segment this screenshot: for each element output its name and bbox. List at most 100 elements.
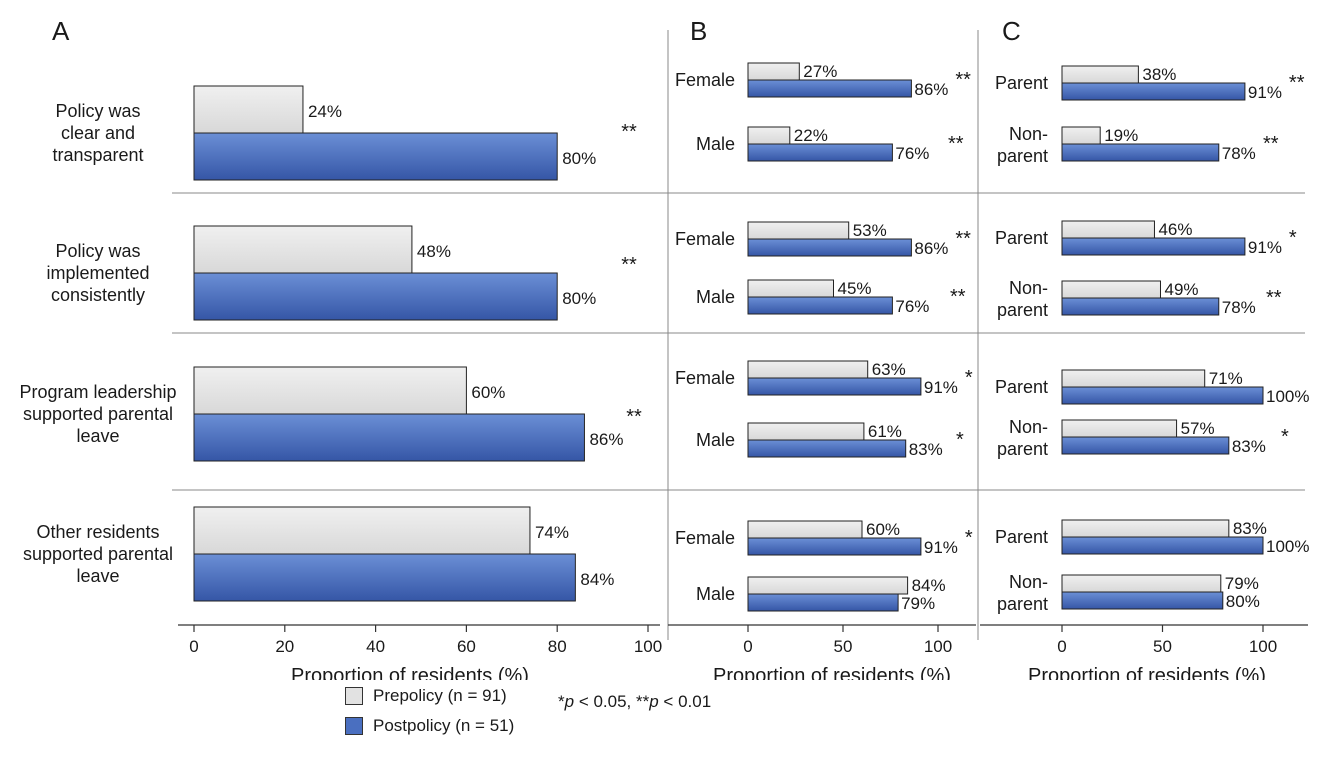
bar-a-postpolicy xyxy=(193,132,558,181)
category-label-b: Male xyxy=(696,584,735,604)
bar-b-postpolicy xyxy=(747,537,922,556)
bar-c-prepolicy xyxy=(1061,280,1161,299)
sig-two-star-rest: < 0.01 xyxy=(658,692,712,711)
category-label-a: implemented xyxy=(46,263,149,283)
category-label-a: leave xyxy=(76,426,119,446)
category-label-a: Program leadership xyxy=(19,382,176,402)
x-tick-label-b: 100 xyxy=(924,637,952,656)
category-label-a: supported parental xyxy=(23,544,173,564)
significance-marker-a: ** xyxy=(621,121,637,143)
bar-b-postpolicy xyxy=(747,593,899,612)
significance-marker-b: ** xyxy=(948,133,964,155)
x-tick-label-a: 80 xyxy=(548,637,567,656)
data-label-a-prepolicy: 48% xyxy=(417,242,451,261)
legend-label-prepolicy: Prepolicy (n = 91) xyxy=(373,686,507,705)
category-label-a: supported parental xyxy=(23,404,173,424)
legend-swatch-postpolicy xyxy=(345,717,363,735)
category-label-b: Male xyxy=(696,134,735,154)
bar-b-prepolicy xyxy=(747,221,850,240)
data-label-c-prepolicy: 83% xyxy=(1233,519,1267,538)
significance-marker-c: ** xyxy=(1289,72,1305,94)
category-label-a: Policy was xyxy=(55,101,140,121)
bar-b-prepolicy xyxy=(747,62,800,81)
panel-letter-a: A xyxy=(52,16,70,46)
significance-marker-c: * xyxy=(1289,227,1297,249)
bar-c-prepolicy xyxy=(1061,419,1178,438)
category-label-c: Parent xyxy=(995,228,1048,248)
x-tick-label-b: 50 xyxy=(834,637,853,656)
category-label-c: Parent xyxy=(995,73,1048,93)
bar-c-prepolicy xyxy=(1061,126,1101,145)
data-label-b-postpolicy: 79% xyxy=(901,594,935,613)
bar-c-postpolicy xyxy=(1061,536,1264,555)
bar-b-prepolicy xyxy=(747,360,869,379)
significance-marker-c: ** xyxy=(1263,133,1279,155)
category-label-c: Parent xyxy=(995,527,1048,547)
data-label-b-postpolicy: 91% xyxy=(924,538,958,557)
data-label-c-postpolicy: 91% xyxy=(1248,83,1282,102)
data-label-c-postpolicy: 100% xyxy=(1266,387,1309,406)
significance-marker-b: ** xyxy=(955,228,971,250)
sig-one-star: * xyxy=(558,692,565,711)
category-label-b: Male xyxy=(696,287,735,307)
bar-a-prepolicy xyxy=(193,366,467,415)
bar-b-postpolicy xyxy=(747,79,912,98)
data-label-b-prepolicy: 60% xyxy=(866,520,900,539)
data-label-c-prepolicy: 71% xyxy=(1209,369,1243,388)
bar-b-prepolicy xyxy=(747,520,863,539)
bar-c-postpolicy xyxy=(1061,386,1264,405)
x-tick-label-c: 100 xyxy=(1249,637,1277,656)
significance-marker-b: ** xyxy=(955,69,971,91)
data-label-b-prepolicy: 61% xyxy=(868,422,902,441)
data-label-b-prepolicy: 63% xyxy=(872,360,906,379)
bar-a-prepolicy xyxy=(193,225,413,274)
legend-item-postpolicy: Postpolicy (n = 51) xyxy=(345,711,514,741)
category-label-c: Non- xyxy=(1009,572,1048,592)
data-label-b-postpolicy: 91% xyxy=(924,378,958,397)
legend-item-prepolicy: Prepolicy (n = 91) xyxy=(345,681,514,711)
x-tick-label-a: 20 xyxy=(275,637,294,656)
data-label-a-prepolicy: 60% xyxy=(471,383,505,402)
data-label-a-postpolicy: 86% xyxy=(589,430,623,449)
bar-c-prepolicy xyxy=(1061,369,1206,388)
data-label-a-postpolicy: 84% xyxy=(580,570,614,589)
chart-svg: A B C 0 20 40 60 80 100 Proportion of residents (… xyxy=(19,16,1309,687)
data-label-a-prepolicy: 74% xyxy=(535,523,569,542)
bar-a-postpolicy xyxy=(193,272,558,321)
x-tick-label-a: 40 xyxy=(366,637,385,656)
bar-b-postpolicy xyxy=(747,439,907,458)
category-label-c: Parent xyxy=(995,377,1048,397)
significance-marker-b: * xyxy=(956,429,964,451)
bar-c-postpolicy xyxy=(1061,237,1246,256)
significance-marker-b: * xyxy=(965,367,973,389)
data-label-b-postpolicy: 86% xyxy=(914,80,948,99)
bar-b-postpolicy xyxy=(747,238,912,257)
panel-letter-c: C xyxy=(1002,16,1021,46)
x-tick-label-c: 0 xyxy=(1057,637,1066,656)
sig-p-1: p xyxy=(564,692,575,711)
significance-marker-b: ** xyxy=(950,286,966,308)
significance-note: *p < 0.05, **p < 0.01 xyxy=(558,692,711,712)
data-label-b-prepolicy: 22% xyxy=(794,126,828,145)
category-label-b: Male xyxy=(696,430,735,450)
category-label-b: Female xyxy=(675,70,735,90)
significance-marker-c: * xyxy=(1281,426,1289,448)
legend-swatch-prepolicy xyxy=(345,687,363,705)
category-label-c: Non- xyxy=(1009,124,1048,144)
legend: Prepolicy (n = 91) Postpolicy (n = 51) xyxy=(345,681,514,741)
panel-letter-b: B xyxy=(690,16,707,46)
x-tick-label-c: 50 xyxy=(1153,637,1172,656)
data-label-c-postpolicy: 80% xyxy=(1226,592,1260,611)
legend-label-postpolicy: Postpolicy (n = 51) xyxy=(373,716,515,735)
significance-marker-c: ** xyxy=(1266,287,1282,309)
category-label-c: Non- xyxy=(1009,417,1048,437)
bar-b-prepolicy xyxy=(747,576,909,595)
category-label-c: parent xyxy=(997,300,1048,320)
category-label-a: leave xyxy=(76,566,119,586)
significance-marker-b: * xyxy=(965,527,973,549)
data-label-c-prepolicy: 79% xyxy=(1225,574,1259,593)
data-label-c-postpolicy: 91% xyxy=(1248,238,1282,257)
category-label-a: Policy was xyxy=(55,241,140,261)
sig-one-star-rest: < 0.05, ** xyxy=(574,692,650,711)
data-label-b-postpolicy: 86% xyxy=(914,239,948,258)
